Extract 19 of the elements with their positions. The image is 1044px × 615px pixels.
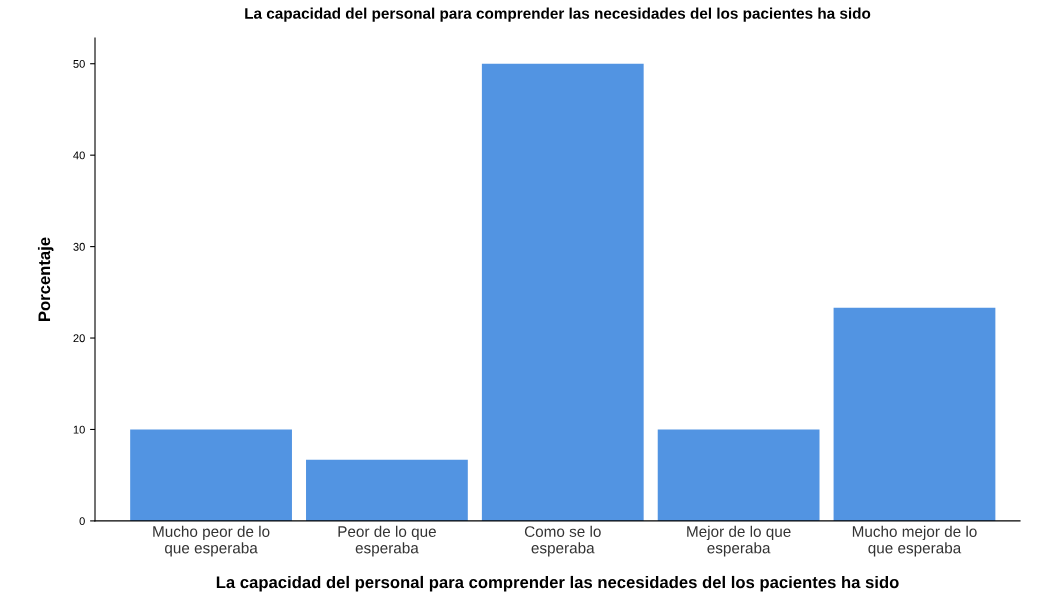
x-axis-title: La capacidad del personal para comprender las necesidades del los pacientes ha sido [216, 575, 899, 592]
y-tick-label: 0 [79, 517, 85, 526]
y-tick-label: 40 [73, 151, 85, 160]
y-tick-label: 30 [73, 242, 85, 251]
y-tick-label: 20 [73, 334, 85, 343]
x-tick-label: Mejor de lo que esperaba [687, 525, 791, 557]
x-tick-label: Mucho peor de lo que esperaba [153, 525, 270, 557]
x-tick-label: Mucho mejor de lo que esperaba [852, 525, 977, 557]
y-axis-title: Porcentaje [37, 237, 54, 322]
bar [130, 429, 292, 521]
bar [306, 459, 468, 521]
x-tick-label: Peor de lo que esperaba [338, 525, 436, 557]
bar [481, 63, 644, 521]
x-tick-label: Como se lo esperaba [524, 525, 601, 557]
y-tick-label: 50 [73, 60, 85, 68]
bar [833, 307, 996, 521]
bar [657, 429, 820, 521]
chart-title: La capacidad del personal para comprender las necesidades del los pacientes ha sido [245, 7, 871, 22]
y-tick-label: 10 [73, 425, 85, 434]
